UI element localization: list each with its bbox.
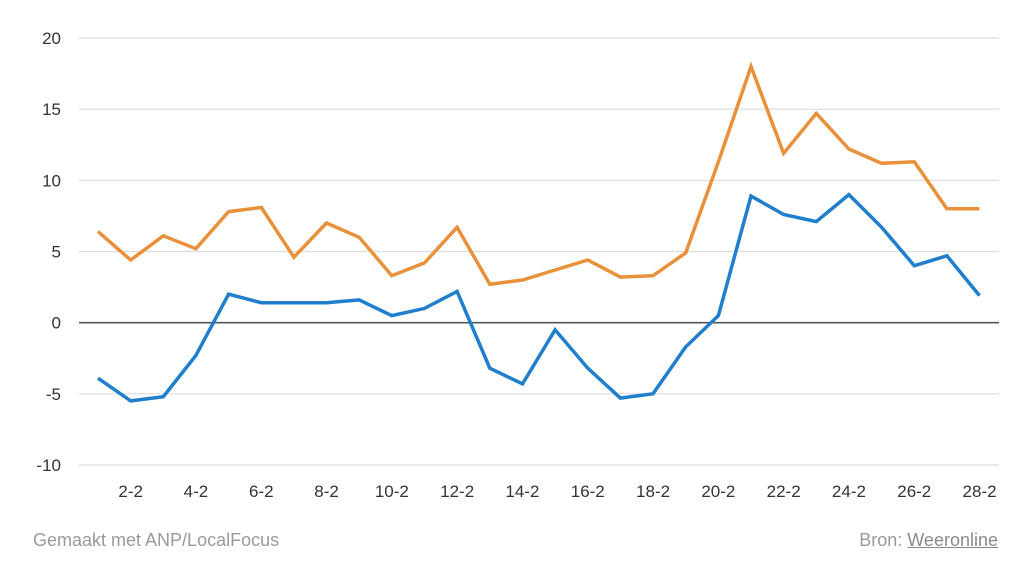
x-tick-label: 2-2 xyxy=(118,482,143,501)
y-tick-label: -10 xyxy=(36,456,61,475)
x-tick-label: 22-2 xyxy=(767,482,801,501)
line-chart: 20 15 10 5 0 -5 -10 2-2 4-2 6-2 8-2 10-2 12-2 14-2 16… xyxy=(36,29,999,501)
x-tick-label: 16-2 xyxy=(571,482,605,501)
y-tick-label: 15 xyxy=(42,100,61,119)
source-credit: Bron: Weeronline xyxy=(859,530,998,551)
y-tick-label: 20 xyxy=(42,29,61,48)
x-tick-label: 24-2 xyxy=(832,482,866,501)
x-tick-label: 28-2 xyxy=(963,482,997,501)
y-tick-label: 0 xyxy=(52,314,61,333)
x-tick-label: 10-2 xyxy=(375,482,409,501)
y-tick-label: -5 xyxy=(46,385,61,404)
x-tick-label: 8-2 xyxy=(314,482,339,501)
y-tick-label: 10 xyxy=(42,171,61,190)
y-axis-ticks: 20 15 10 5 0 -5 -10 xyxy=(36,29,61,475)
x-tick-label: 12-2 xyxy=(440,482,474,501)
y-tick-label: 5 xyxy=(52,243,61,262)
source-link[interactable]: Weeronline xyxy=(907,530,998,550)
credit-text: Gemaakt met ANP/LocalFocus xyxy=(33,530,280,550)
x-tick-label: 26-2 xyxy=(897,482,931,501)
x-axis-ticks: 2-2 4-2 6-2 8-2 10-2 12-2 14-2 16-2 18-2 20-2 22-2… xyxy=(118,482,996,501)
series-line-1 xyxy=(96,61,980,287)
series-layer xyxy=(96,61,981,403)
x-tick-label: 4-2 xyxy=(184,482,209,501)
x-tick-label: 20-2 xyxy=(701,482,735,501)
x-tick-label: 6-2 xyxy=(249,482,274,501)
source-label: Bron: xyxy=(859,530,903,550)
x-tick-label: 18-2 xyxy=(636,482,670,501)
grid-layer xyxy=(79,37,999,466)
x-tick-label: 14-2 xyxy=(505,482,539,501)
series-line-2 xyxy=(97,192,981,403)
